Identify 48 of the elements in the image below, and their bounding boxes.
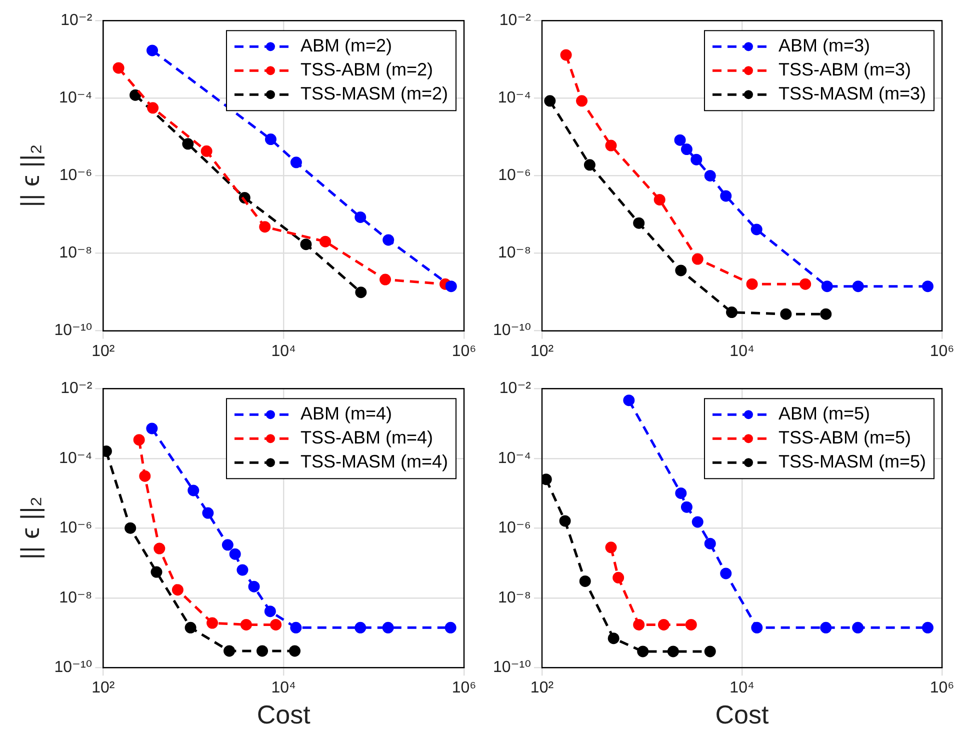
y-tick-label: 10⁻¹⁰ xyxy=(493,659,531,676)
y-tick-label: 10⁻⁴ xyxy=(59,90,92,107)
y-tick-label: 10⁻⁸ xyxy=(59,244,92,262)
x-tick-label: 10² xyxy=(92,342,116,360)
x-axis-title: Cost xyxy=(715,700,770,730)
x-tick-label: 10⁴ xyxy=(730,342,754,360)
x-tick-label: 10⁶ xyxy=(452,680,476,697)
y-tick-label: 10⁻⁸ xyxy=(498,244,531,262)
legend-label: TSS-MASM (m=4) xyxy=(300,452,448,472)
x-tick-label: 10⁴ xyxy=(730,680,754,697)
y-tick-label: 10⁻⁶ xyxy=(498,167,531,184)
x-tick-label: 10² xyxy=(92,680,116,697)
legend-label: ABM (m=2) xyxy=(300,36,392,56)
legend-label: TSS-MASM (m=3) xyxy=(778,84,926,104)
legend-label: ABM (m=5) xyxy=(778,404,870,424)
y-tick-label: 10⁻⁸ xyxy=(59,589,92,606)
legend-label: TSS-ABM (m=2) xyxy=(300,60,434,80)
y-tick-label: 10⁻¹⁰ xyxy=(493,322,531,340)
legend-label: ABM (m=4) xyxy=(300,404,392,424)
y-tick-label: 10⁻⁴ xyxy=(498,450,532,467)
y-tick-label: 10⁻² xyxy=(499,12,532,30)
y-tick-label: 10⁻⁴ xyxy=(498,90,532,107)
legend-label: ABM (m=3) xyxy=(778,36,870,56)
x-tick-label: 10⁴ xyxy=(271,342,296,360)
y-axis-title: || ϵ ||₂ xyxy=(14,496,45,560)
y-tick-label: 10⁻⁶ xyxy=(59,520,92,537)
x-tick-label: 10⁶ xyxy=(930,342,954,360)
y-tick-label: 10⁻¹⁰ xyxy=(54,659,92,676)
y-tick-label: 10⁻² xyxy=(60,12,93,30)
y-tick-label: 10⁻⁶ xyxy=(498,520,531,537)
y-axis-title: || ϵ ||₂ xyxy=(14,144,45,208)
x-tick-label: 10⁶ xyxy=(930,680,954,697)
x-tick-label: 10² xyxy=(530,680,554,697)
x-tick-label: 10⁶ xyxy=(452,342,476,360)
x-tick-label: 10² xyxy=(530,342,554,360)
x-tick-label: 10⁴ xyxy=(271,680,296,697)
x-axis-title: Cost xyxy=(256,700,312,730)
y-tick-label: 10⁻⁶ xyxy=(59,167,92,184)
legend-label: TSS-ABM (m=3) xyxy=(778,60,912,80)
y-tick-label: 10⁻² xyxy=(60,380,93,398)
y-tick-label: 10⁻¹⁰ xyxy=(54,322,92,340)
legend-label: TSS-MASM (m=2) xyxy=(300,84,448,104)
y-tick-label: 10⁻⁴ xyxy=(59,450,92,467)
y-tick-label: 10⁻² xyxy=(499,380,532,398)
legend-label: TSS-ABM (m=5) xyxy=(778,428,912,448)
y-tick-label: 10⁻⁸ xyxy=(498,589,531,606)
legend-label: TSS-MASM (m=5) xyxy=(778,452,926,472)
legend-label: TSS-ABM (m=4) xyxy=(300,428,434,448)
